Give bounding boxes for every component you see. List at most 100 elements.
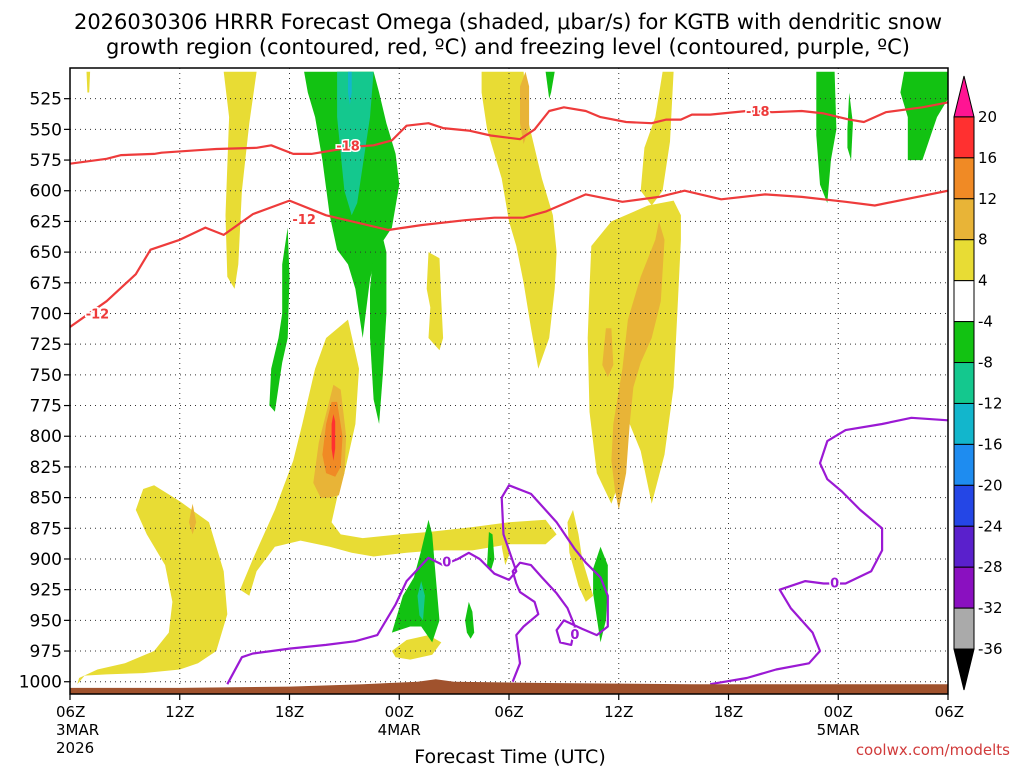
x-tick-year: 2026	[56, 739, 94, 757]
contour-line-1	[70, 101, 948, 165]
x-tick-date: 3MAR	[56, 721, 99, 739]
colorbar-label: -4	[978, 313, 993, 331]
y-tick-label: 600	[30, 182, 62, 202]
omega-shade-28	[900, 71, 948, 161]
colorbar-swatch	[953, 484, 975, 527]
x-tick-date: 4MAR	[378, 721, 421, 739]
omega-shade-30	[417, 581, 425, 621]
colorbar-label: 4	[978, 272, 988, 290]
chart-title-line1: 2026030306 HRRR Forecast Omega (shaded, …	[74, 10, 942, 34]
colorbar-label: -20	[978, 476, 1003, 494]
colorbar-swatch	[953, 362, 975, 404]
colorbar-swatch	[953, 239, 975, 282]
y-tick-label: 625	[30, 212, 62, 232]
plot-area: -12 -12 -18 -18 0 0 0	[70, 68, 948, 694]
omega-shade-11	[611, 221, 665, 510]
y-tick-label: 775	[30, 397, 62, 417]
terrain-surface	[70, 679, 948, 694]
x-tick-label: 18Z	[714, 703, 743, 721]
y-tick-label: 700	[30, 304, 62, 324]
colorbar-label: 16	[978, 149, 997, 167]
colorbar-label: 8	[978, 231, 988, 249]
temperature-contours: -12 -12 -18 -18 0 0 0	[70, 101, 948, 686]
y-tick-label: 950	[30, 611, 62, 631]
y-tick-label: 825	[30, 458, 62, 478]
y-tick-label: 800	[30, 427, 62, 447]
contour-label-1-0: -18	[336, 140, 360, 155]
x-tick-label: 00Z	[824, 703, 853, 721]
omega-shade-2	[223, 71, 257, 289]
credit-text: coolwx.com/modelts	[856, 741, 1010, 759]
contour-label-2-0: 0	[442, 556, 451, 571]
omega-shade-23	[487, 532, 495, 572]
y-axis: 525 550 575 600 625 650 675 700 725 750 775 800 825 8…	[19, 90, 70, 693]
omega-shade-4	[481, 71, 557, 369]
omega-shade-21	[391, 519, 440, 643]
colorbar-legend: 20 16 12 8 4 -4 -8 -12 -16 -20 -24 -28 -32 -36	[953, 75, 1003, 691]
y-tick-label: 1000	[19, 673, 62, 693]
colorbar-label: -8	[978, 354, 993, 372]
y-tick-label: 925	[30, 581, 62, 601]
omega-shade-20	[269, 227, 290, 412]
omega-shade-13	[520, 71, 530, 145]
x-tick-label: 18Z	[275, 703, 304, 721]
contour-line-2	[226, 484, 609, 685]
colorbar-label: -24	[978, 517, 1003, 535]
colorbar-swatch	[953, 157, 975, 200]
y-tick-label: 850	[30, 489, 62, 509]
y-tick-label: 650	[30, 243, 62, 263]
omega-shade-27	[847, 92, 853, 161]
omega-shade-0	[77, 485, 228, 685]
omega-shade-1	[240, 319, 557, 596]
y-tick-label: 725	[30, 335, 62, 355]
omega-shading	[77, 71, 948, 685]
y-tick-label: 875	[30, 519, 62, 539]
omega-shade-3	[86, 71, 91, 93]
omega-shade-17	[331, 414, 336, 461]
y-tick-label: 750	[30, 366, 62, 386]
colorbar-label: -32	[978, 599, 1003, 617]
omega-shade-19	[370, 230, 387, 424]
colorbar-label: -16	[978, 435, 1003, 453]
colorbar-label: -28	[978, 558, 1003, 576]
y-tick-label: 975	[30, 642, 62, 662]
y-tick-label: 550	[30, 120, 62, 140]
colorbar-label: 20	[978, 108, 997, 126]
colorbar-swatch	[953, 198, 975, 241]
omega-shade-22	[465, 601, 475, 639]
contour-label-0-1: -12	[292, 213, 316, 228]
omega-shade-7	[640, 71, 674, 206]
contour-label-0-0: -12	[86, 308, 110, 323]
x-tick-date: 5MAR	[817, 721, 860, 739]
colorbar-label: 12	[978, 190, 997, 208]
colorbar-swatch	[953, 280, 975, 323]
omega-shade-31	[348, 71, 352, 105]
x-tick-label: 06Z	[935, 703, 964, 721]
contour-label-1-1: -18	[746, 105, 770, 120]
omega-shade-25	[545, 71, 555, 99]
y-tick-label: 525	[30, 90, 62, 110]
chart-title-line2: growth region (contoured, red, ºC) and f…	[106, 35, 910, 59]
colorbar-label: -12	[978, 394, 1003, 412]
x-tick-label: 06Z	[494, 703, 523, 721]
colorbar-swatch-top	[953, 75, 975, 118]
colorbar-swatch	[953, 607, 975, 650]
y-tick-label: 675	[30, 274, 62, 294]
omega-shade-8	[391, 635, 442, 660]
colorbar-swatch	[953, 525, 975, 568]
omega-shade-14	[188, 503, 197, 535]
colorbar-swatch-bottom	[953, 648, 975, 691]
x-tick-label: 06Z	[56, 703, 85, 721]
omega-shade-26	[816, 71, 837, 203]
omega-shade-12	[602, 328, 614, 378]
x-tick-label: 12Z	[165, 703, 194, 721]
x-axis-title: Forecast Time (UTC)	[414, 746, 605, 768]
colorbar-swatch	[953, 402, 975, 445]
y-tick-label: 575	[30, 151, 62, 171]
omega-shade-5	[426, 252, 444, 351]
contour-line-0	[70, 189, 948, 328]
x-tick-label: 12Z	[604, 703, 633, 721]
omega-shade-24	[593, 546, 608, 643]
